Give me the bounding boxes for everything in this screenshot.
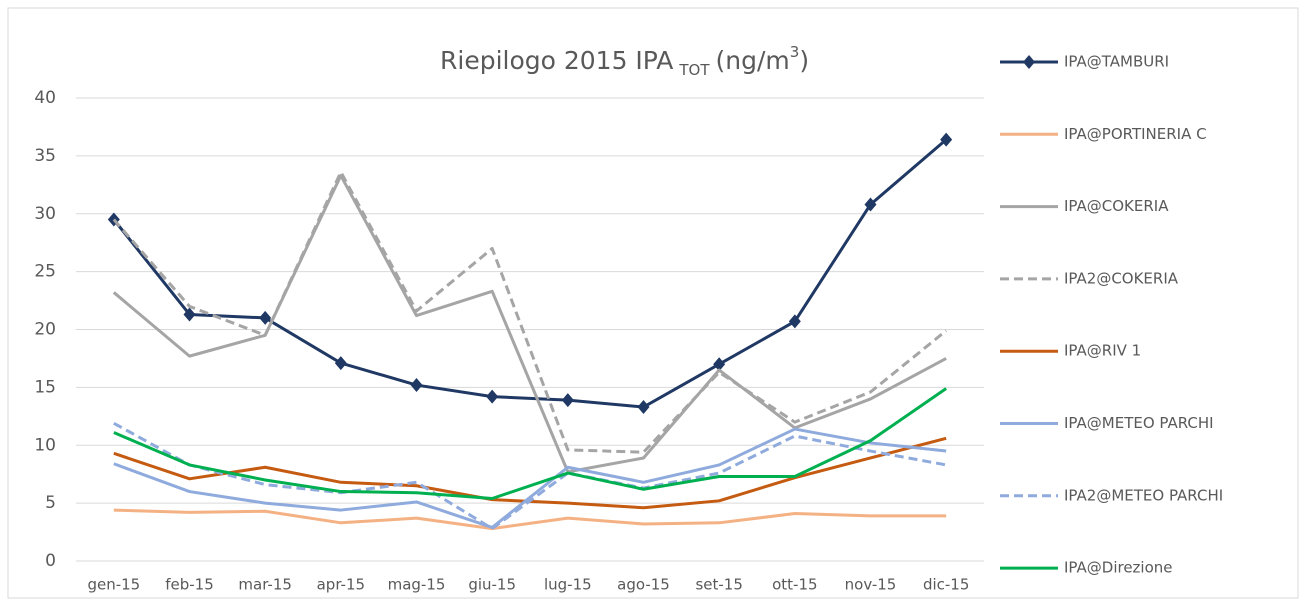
- data-point: [183, 307, 196, 322]
- y-tick-label: 15: [34, 377, 56, 397]
- data-point: [561, 393, 574, 408]
- chart-frame: [7, 7, 1299, 599]
- x-tick-label: nov-15: [845, 576, 897, 594]
- data-point: [864, 197, 877, 212]
- legend-label: IPA@Direzione: [1064, 559, 1173, 577]
- x-tick-label: mag-15: [388, 576, 446, 594]
- legend-label: IPA@RIV 1: [1064, 342, 1141, 360]
- legend-label: IPA2@METEO PARCHI: [1064, 486, 1223, 504]
- chart-title: Riepilogo 2015 IPA TOT (ng/m3): [440, 43, 809, 79]
- series-line: [112, 170, 948, 454]
- data-point: [788, 314, 801, 329]
- series-line: [112, 174, 947, 474]
- x-tick-label: ago-15: [617, 576, 670, 594]
- y-tick-label: 10: [34, 435, 56, 455]
- x-tick-label: ott-15: [772, 576, 817, 594]
- y-tick-label: 0: [45, 551, 56, 571]
- y-tick-label: 35: [34, 146, 56, 166]
- y-tick-label: 40: [34, 88, 56, 108]
- data-point: [713, 357, 726, 372]
- x-tick-label: feb-15: [165, 576, 214, 594]
- y-tick-label: 25: [34, 262, 56, 282]
- data-point: [486, 389, 499, 404]
- x-tick-label: gen-15: [87, 576, 140, 594]
- x-tick-label: apr-15: [317, 576, 365, 594]
- title-unit-end: ): [799, 46, 809, 75]
- title-superscript: 3: [790, 43, 800, 61]
- legend-marker: [1023, 55, 1035, 69]
- legend-label: IPA@PORTINERIA C: [1064, 125, 1207, 143]
- series-line: [113, 508, 947, 531]
- data-point: [410, 378, 423, 393]
- title-unit: (ng/m: [716, 46, 790, 75]
- title-subscript: TOT: [678, 61, 710, 79]
- y-tick-label: 5: [45, 493, 56, 513]
- series-line: [112, 138, 948, 409]
- y-tick-label: 30: [34, 204, 56, 224]
- x-tick-label: dic-15: [923, 576, 969, 594]
- data-point: [334, 356, 347, 371]
- y-tick-label: 20: [34, 320, 56, 340]
- series-line: [113, 427, 947, 529]
- x-tick-label: giu-15: [468, 576, 516, 594]
- x-tick-label: lug-15: [544, 576, 592, 594]
- legend-label: IPA@COKERIA: [1064, 197, 1169, 215]
- data-point: [259, 310, 272, 325]
- data-point: [637, 400, 650, 415]
- data-point: [940, 132, 953, 147]
- title-main: Riepilogo 2015 IPA: [440, 46, 673, 75]
- legend-label: IPA@METEO PARCHI: [1064, 414, 1214, 432]
- x-tick-label: set-15: [695, 576, 742, 594]
- legend-label: IPA2@COKERIA: [1064, 269, 1179, 287]
- legend-label: IPA@TAMBURI: [1064, 53, 1169, 71]
- series-line: [113, 421, 947, 531]
- x-tick-label: mar-15: [238, 576, 292, 594]
- series-line: [113, 387, 948, 500]
